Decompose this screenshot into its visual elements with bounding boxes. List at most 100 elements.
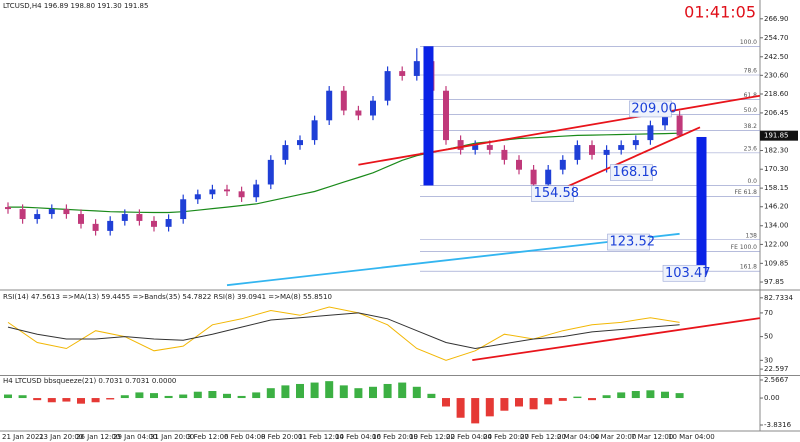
annotation-box <box>629 100 672 118</box>
candle-body <box>209 189 216 195</box>
time-label: 26 Jan 12:00 <box>76 433 120 441</box>
candle-body <box>165 219 172 227</box>
candle-body <box>574 145 581 160</box>
candle-body <box>63 209 70 215</box>
time-label: 7 Mar 12:00 <box>631 433 673 441</box>
price-tick-label: 206.45 <box>764 109 789 117</box>
histogram-bar <box>237 395 246 399</box>
histogram-bar <box>485 398 494 417</box>
candle-body <box>78 214 84 224</box>
candle-body <box>589 145 595 155</box>
candle-body <box>297 140 303 146</box>
fib-label: 38.2 <box>744 123 758 130</box>
time-label: 11 Feb 12:00 <box>298 433 344 441</box>
fib-label: 0.0 <box>747 178 757 185</box>
candle-body <box>355 110 362 116</box>
histogram-bar <box>339 385 348 399</box>
price-tick-label: 242.50 <box>764 53 789 61</box>
candle-body <box>501 149 508 160</box>
candle-body <box>311 120 318 141</box>
price-tick-label: 254.70 <box>764 34 789 42</box>
price-tick-label: 158.15 <box>764 184 789 192</box>
histogram-bar <box>602 395 611 399</box>
annotation-label: 103.47 <box>665 266 711 281</box>
price-tick-label: 218.60 <box>764 90 789 98</box>
histogram-bar <box>369 386 377 399</box>
time-label: 14 Feb 04:00 <box>335 433 381 441</box>
histogram-bar <box>208 391 217 399</box>
price-tick-label: 170.30 <box>764 165 789 173</box>
histogram-bar <box>544 398 553 405</box>
annotation-box <box>531 185 574 202</box>
fib-label: 50.0 <box>744 107 758 114</box>
trend-line <box>544 126 701 198</box>
candle-body <box>647 125 654 141</box>
histogram-bar <box>515 398 523 407</box>
candle-body <box>413 61 420 76</box>
annotation-label: 123.52 <box>610 235 656 250</box>
annotation-label: 209.00 <box>631 101 677 116</box>
fib-label: 161.8 <box>740 264 757 271</box>
fib-label: 61.8 <box>744 92 758 99</box>
time-label: 2 Mar 04:00 <box>557 433 599 441</box>
histogram-bar <box>617 392 626 399</box>
histogram-bar <box>529 398 538 410</box>
price-tick-label: 2.5667 <box>764 376 789 384</box>
candle-body <box>34 214 41 220</box>
annotation-label: 168.16 <box>612 165 658 180</box>
price-tick-label: 134.00 <box>764 222 789 230</box>
price-tick-label: 182.30 <box>764 147 789 155</box>
price-tick-label: 0.00 <box>764 394 780 402</box>
time-label: 22 Feb 04:00 <box>446 433 492 441</box>
projection-box <box>423 46 434 186</box>
price-tick-label: 146.20 <box>764 203 789 211</box>
histogram-bar <box>383 383 392 399</box>
histogram-bar <box>120 395 129 399</box>
fib-label: FE 100.0 <box>731 244 758 251</box>
histogram-bar <box>252 392 261 399</box>
candle-body <box>472 145 479 150</box>
histogram-bar <box>150 393 158 399</box>
symbol-info: LTCUSD,H4 196.89 198.80 191.30 191.85 <box>3 2 148 10</box>
fib-label: 100.0 <box>740 39 757 46</box>
candle-body <box>326 90 333 121</box>
price-tick-label: 109.85 <box>764 259 789 267</box>
price-tick-label: 70 <box>764 309 773 317</box>
histogram-bar <box>164 395 173 399</box>
histogram-bar <box>310 382 319 399</box>
candle-body <box>340 90 347 111</box>
fib-label: 78.6 <box>744 68 758 75</box>
histogram-bar <box>266 388 275 399</box>
time-label: 4 Mar 20:00 <box>594 433 636 441</box>
histogram-bar <box>62 398 71 402</box>
trend-line <box>472 317 761 361</box>
trend-line <box>226 232 680 287</box>
indicator-line <box>7 306 680 361</box>
last-price-tag <box>760 130 798 141</box>
indicator-line <box>7 312 680 350</box>
fib-label: FE 61.8 <box>734 189 757 196</box>
time-label: 27 Feb 12:00 <box>520 433 566 441</box>
price-tick-label: 230.60 <box>764 71 789 79</box>
candle-body <box>121 214 128 221</box>
candle-body <box>486 145 493 150</box>
fib-label: 138 <box>746 232 758 239</box>
indicator-title: RSI(14) 47.5613 =>MA(13) 59.4455 =>Bands… <box>3 293 332 301</box>
histogram-bar <box>500 398 509 411</box>
histogram-bar <box>193 391 202 399</box>
candle-body <box>253 184 260 198</box>
time-label: 10 Mar 04:00 <box>668 433 715 441</box>
candle-body <box>516 159 522 170</box>
candle-body <box>662 115 668 126</box>
candle-body <box>180 199 187 220</box>
price-tick-label: 22.597 <box>764 365 789 373</box>
candle-body <box>530 169 537 185</box>
time-label: 24 Feb 20:00 <box>483 433 529 441</box>
candle-body <box>48 209 55 215</box>
histogram-bar <box>281 385 290 399</box>
candle-body <box>384 71 391 101</box>
annotation-box <box>607 233 650 251</box>
histogram-bar <box>631 391 640 399</box>
price-tick-label: 82.7334 <box>764 294 793 302</box>
